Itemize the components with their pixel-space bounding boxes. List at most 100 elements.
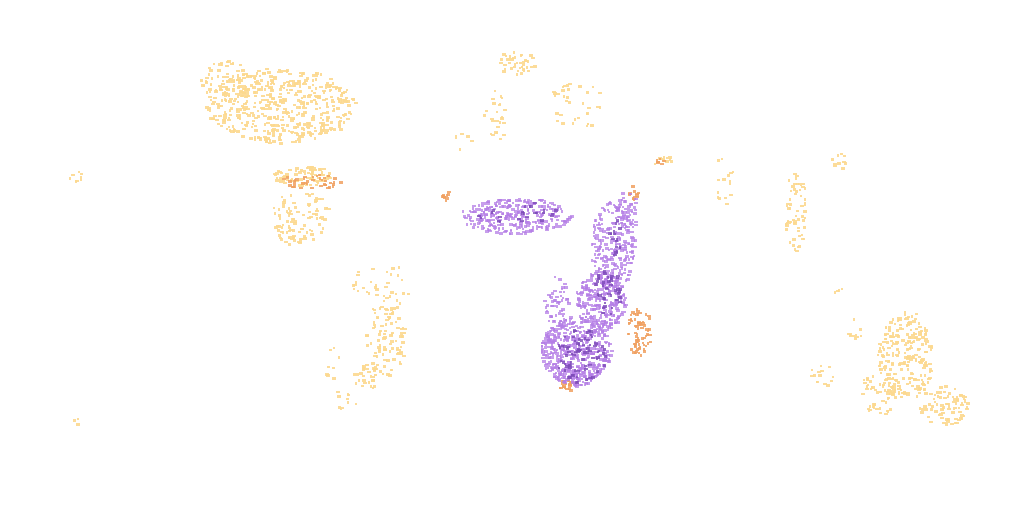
endemic-range-cell — [480, 218, 484, 221]
endemic-range-cell — [484, 214, 488, 216]
occurrence-records-cell — [921, 336, 925, 339]
endemic-core-range-cell — [580, 339, 583, 342]
occurrence-records-cell — [209, 91, 211, 93]
endemic-range-cell — [631, 237, 635, 240]
endemic-range-cell — [614, 248, 618, 250]
endemic-range-cell — [566, 298, 569, 300]
occurrence-records-cell — [320, 73, 322, 76]
occurrence-records-cell — [224, 111, 226, 114]
occurrence-records-cell — [283, 84, 285, 86]
endemic-range-cell — [621, 267, 623, 270]
occurrence-records-cell — [377, 339, 380, 342]
occurrence-records-cell — [80, 173, 83, 175]
occurrence-records-cell — [578, 85, 582, 88]
occurrence-records-cell — [297, 90, 301, 93]
endemic-range-cell — [551, 219, 553, 222]
occurrence-records-cell — [886, 391, 889, 393]
endemic-range-cell — [630, 256, 632, 258]
endemic-range-cell — [603, 264, 606, 266]
occurrence-records-cell — [927, 416, 930, 418]
occurrence-records-cell — [379, 307, 381, 310]
endemic-core-range-cell — [603, 270, 606, 273]
occurrence-records-cell — [485, 110, 488, 112]
occurrence-records-cell — [302, 83, 304, 85]
occurrence-records-cell — [911, 385, 914, 387]
occurrence-records-cell — [309, 167, 312, 170]
endemic-range-cell — [501, 213, 504, 215]
endemic-range-cell — [606, 350, 609, 353]
endemic-range-cell — [578, 300, 581, 303]
occurrence-records-cell — [270, 101, 273, 103]
endemic-range-cell — [556, 219, 559, 221]
endemic-range-cell — [597, 227, 601, 229]
occurrence-records-cell — [250, 112, 254, 114]
occurrence-records-cell — [343, 91, 347, 93]
occurrence-records-cell — [553, 92, 557, 95]
occurrence-records-cell — [209, 117, 213, 120]
occurrence-records-cell — [951, 411, 955, 414]
occurrence-records-cell — [830, 380, 833, 382]
occurrence-records-cell — [291, 141, 295, 143]
endemic-range-cell — [608, 211, 610, 213]
endemic-core-range-cell — [618, 227, 622, 230]
occurrence-records-cell — [797, 230, 800, 232]
endemic-core-range-cell — [576, 381, 578, 383]
endemic-range-cell — [524, 225, 527, 228]
occurrence-records-cell — [339, 128, 343, 131]
occurrence-records-cell — [957, 419, 961, 421]
endemic-range-cell — [493, 226, 497, 229]
occurrence-records-cell — [882, 341, 886, 343]
endemic-range-cell — [544, 337, 546, 340]
occurrence-records-cell — [924, 327, 926, 330]
occurrence-records-cell — [905, 342, 909, 344]
occurrence-records-cell — [267, 132, 271, 135]
occurrence-records-cell — [228, 79, 230, 81]
endemic-range-cell — [602, 236, 606, 238]
endemic-core-range-cell — [617, 292, 620, 295]
endemic-range-cell — [606, 232, 608, 234]
occurrence-records-cell — [312, 238, 315, 241]
occurrence-records-cell — [270, 124, 272, 126]
occurrence-records-cell — [278, 136, 281, 139]
endemic-range-cell — [547, 342, 550, 344]
occurrence-records-cell — [237, 74, 239, 77]
occurrence-records-cell — [886, 354, 890, 356]
endemic-core-range-cell — [586, 368, 588, 370]
occurrence-records-cell — [520, 72, 523, 75]
occurrence-records-cell — [390, 309, 393, 311]
endemic-range-cell — [569, 323, 572, 325]
occurrence-records-cell — [904, 311, 906, 314]
occurrence-records-cell — [326, 82, 329, 85]
endemic-range-cell — [560, 338, 562, 341]
endemic-core-range-cell — [517, 218, 521, 220]
endemic-range-cell — [620, 218, 624, 221]
occurrence-records-cell — [217, 69, 221, 72]
occurrence-records-cell — [362, 375, 365, 377]
endemic-range-cell — [552, 363, 554, 365]
occurrence-records-cell — [501, 97, 503, 99]
occurrence-records-cell — [946, 420, 950, 423]
high-density-records-cell — [635, 325, 639, 328]
endemic-core-range-cell — [616, 219, 619, 222]
occurrence-records-cell — [205, 77, 209, 79]
occurrence-records-cell — [338, 356, 340, 359]
occurrence-records-cell — [901, 392, 904, 394]
occurrence-records-cell — [316, 208, 318, 211]
endemic-range-cell — [591, 274, 594, 277]
occurrence-records-cell — [236, 79, 240, 81]
occurrence-records-cell — [725, 203, 729, 205]
endemic-range-cell — [599, 347, 602, 350]
occurrence-records-cell — [288, 230, 291, 232]
endemic-range-cell — [491, 206, 493, 208]
occurrence-records-cell — [303, 95, 306, 98]
occurrence-records-cell — [514, 63, 516, 66]
occurrence-records-cell — [298, 184, 302, 187]
occurrence-records-cell — [370, 375, 372, 378]
endemic-range-cell — [467, 214, 470, 217]
occurrence-records-cell — [330, 121, 333, 124]
endemic-range-cell — [485, 230, 489, 233]
high-density-records-cell — [569, 389, 573, 392]
endemic-range-cell — [622, 206, 624, 208]
occurrence-records-cell — [226, 76, 229, 78]
endemic-range-cell — [634, 239, 637, 242]
